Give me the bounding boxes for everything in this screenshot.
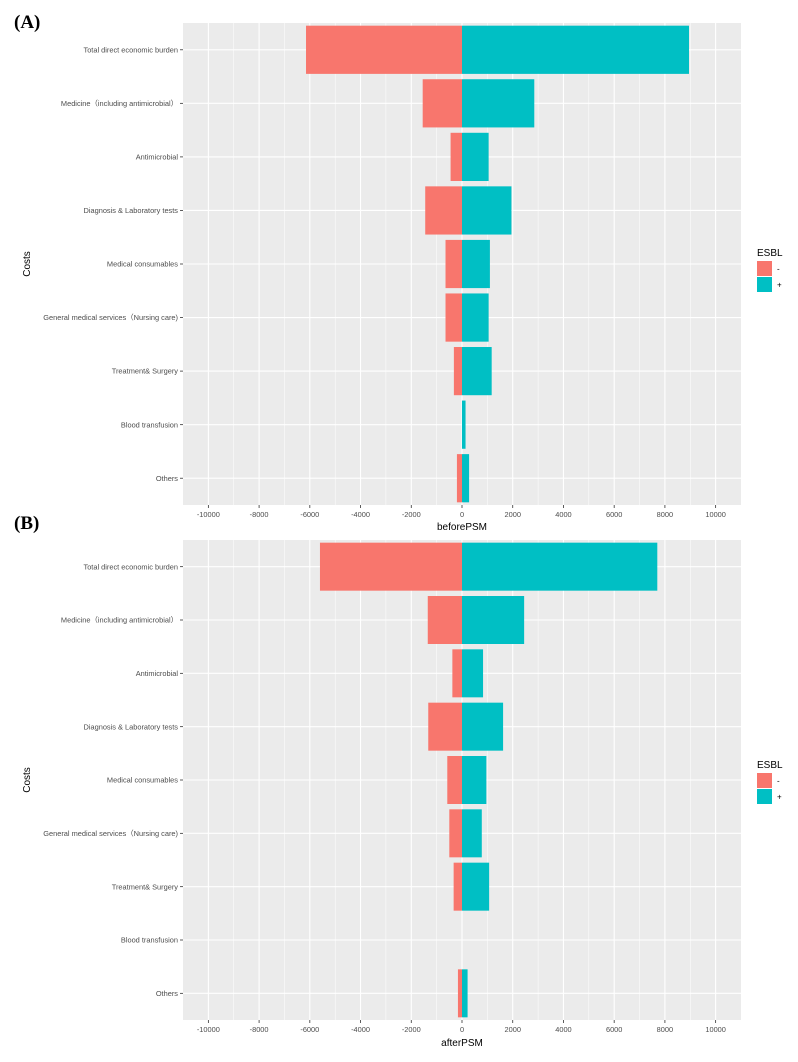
bar-esbl-positive: [462, 347, 492, 396]
legend: ESBL - +: [757, 248, 783, 292]
x-tick-label: -10000: [197, 1025, 220, 1034]
bar-esbl-positive: [462, 132, 489, 181]
bar-esbl-negative: [422, 79, 462, 128]
x-tick-label: 8000: [657, 510, 673, 519]
category-label: Blood transfusion: [121, 936, 178, 945]
legend-title: ESBL: [757, 760, 783, 771]
x-tick-label: 0: [460, 510, 464, 519]
legend-label: +: [777, 793, 782, 802]
x-tick-label: -6000: [300, 1025, 319, 1034]
bar-esbl-positive: [462, 756, 487, 804]
bar-esbl-positive: [462, 969, 468, 1018]
panel-label: (B): [14, 513, 39, 534]
x-tick-label: 6000: [606, 1025, 622, 1034]
legend-label: -: [777, 265, 780, 274]
category-label: Antimicrobial: [136, 152, 179, 161]
x-tick-label: -10000: [197, 510, 220, 519]
bar-esbl-negative: [445, 293, 462, 342]
legend-swatch: [757, 789, 772, 804]
bar-esbl-positive: [462, 809, 482, 858]
chart-panel-a: (A)-10000 -8000 -6000 -4000 -2000 0 2000 4000 60…: [14, 12, 783, 533]
category-label: Medical consumables: [107, 260, 178, 269]
category-label: Diagnosis & Laboratory tests: [84, 206, 179, 215]
legend-swatch: [757, 277, 772, 292]
bar-esbl-positive: [462, 79, 535, 128]
bar-esbl-positive: [462, 186, 512, 235]
bar-esbl-negative: [456, 454, 462, 503]
x-tick-label: 6000: [606, 510, 622, 519]
x-tick-label: -2000: [402, 1025, 421, 1034]
y-axis-title: Costs: [22, 767, 33, 793]
x-tick-label: 2000: [505, 510, 521, 519]
bar-esbl-positive: [462, 400, 466, 449]
x-axis-title: beforePSM: [437, 522, 487, 533]
category-label: Others: [156, 474, 178, 483]
chart-panel-b: (B)-10000 -8000 -6000 -4000 -2000 0 2000 4000 60…: [14, 513, 783, 1049]
x-axis-title: afterPSM: [441, 1038, 483, 1049]
legend: ESBL - +: [757, 760, 783, 804]
category-label: Medicine（including antimicrobial）: [61, 99, 178, 108]
category-label: Total direct economic burden: [84, 45, 179, 54]
x-tick-label: -4000: [351, 1025, 370, 1034]
x-tick-label: 4000: [555, 1025, 571, 1034]
category-label: Medical consumables: [107, 776, 178, 785]
x-tick-label: -4000: [351, 510, 370, 519]
bar-esbl-positive: [462, 862, 490, 911]
category-label: Blood transfusion: [121, 420, 178, 429]
category-label: Total direct economic burden: [84, 562, 179, 571]
bar-esbl-positive: [462, 454, 470, 503]
x-tick-label: -2000: [402, 510, 421, 519]
bar-esbl-negative: [425, 186, 462, 235]
bar-esbl-positive: [462, 596, 525, 644]
x-tick-label: 10000: [705, 1025, 726, 1034]
category-label: Others: [156, 989, 178, 998]
x-tick-label: -8000: [250, 1025, 269, 1034]
x-tick-label: 0: [460, 1025, 464, 1034]
bar-esbl-negative: [306, 25, 462, 74]
bar-esbl-positive: [462, 649, 484, 698]
x-tick-label: 2000: [505, 1025, 521, 1034]
x-tick-label: 8000: [657, 1025, 673, 1034]
x-tick-label: 10000: [705, 510, 726, 519]
legend-swatch: [757, 261, 772, 276]
bar-esbl-negative: [428, 702, 462, 751]
x-tick-label: -6000: [300, 510, 319, 519]
category-label: Treatment& Surgery: [112, 882, 179, 891]
category-label: Medicine（including antimicrobial）: [61, 616, 178, 625]
category-label: General medical services（Nursing care): [43, 313, 178, 322]
category-label: Diagnosis & Laboratory tests: [84, 722, 179, 731]
bar-esbl-positive: [462, 239, 490, 289]
y-axis-title: Costs: [22, 251, 33, 277]
bar-esbl-negative: [453, 347, 462, 396]
bar-esbl-positive: [462, 702, 504, 751]
bar-esbl-positive: [462, 293, 489, 342]
category-label: General medical services（Nursing care): [43, 829, 178, 838]
bar-esbl-positive: [462, 25, 690, 74]
bar-esbl-negative: [319, 542, 462, 591]
bar-esbl-negative: [457, 969, 462, 1018]
bar-esbl-negative: [445, 239, 462, 289]
legend-swatch: [757, 773, 772, 788]
bar-esbl-negative: [452, 649, 462, 698]
x-tick-label: -8000: [250, 510, 269, 519]
legend-label: -: [777, 777, 780, 786]
legend-label: +: [777, 281, 782, 290]
bar-esbl-negative: [449, 809, 462, 858]
bar-esbl-negative: [447, 756, 462, 804]
legend-title: ESBL: [757, 248, 783, 259]
bar-esbl-negative: [427, 596, 462, 644]
category-label: Treatment& Surgery: [112, 367, 179, 376]
panel-label: (A): [14, 12, 40, 33]
bar-esbl-positive: [462, 542, 658, 591]
category-label: Antimicrobial: [136, 669, 179, 678]
x-tick-label: 4000: [555, 510, 571, 519]
bar-esbl-negative: [450, 132, 462, 181]
bar-esbl-negative: [453, 862, 462, 911]
